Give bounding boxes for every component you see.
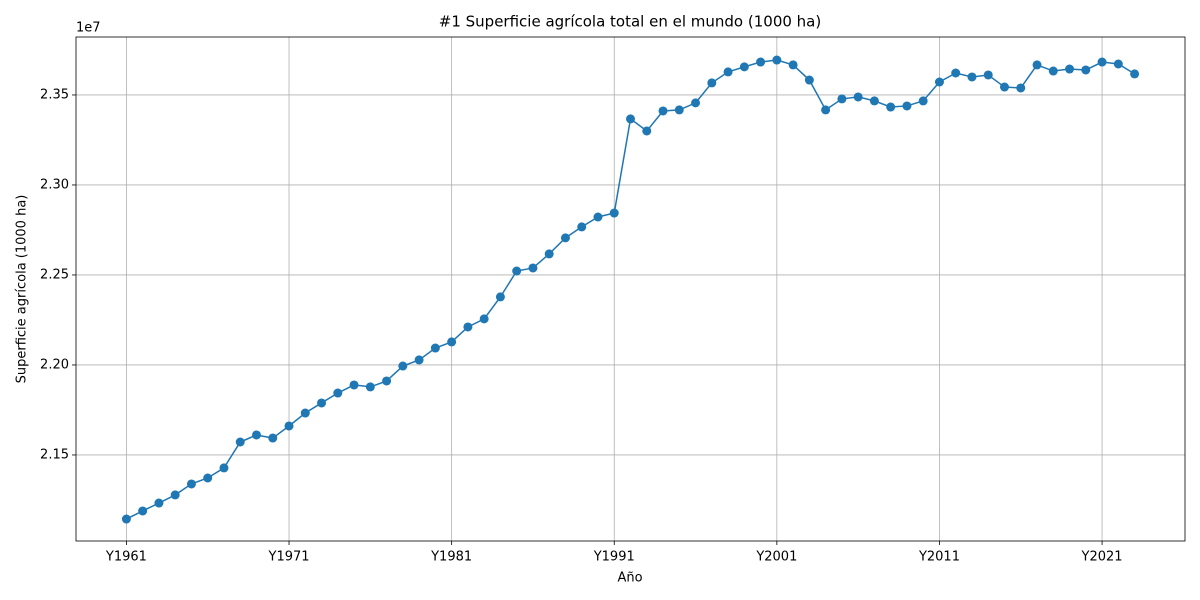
data-point bbox=[739, 62, 749, 72]
x-tick-label: Y1961 bbox=[105, 550, 147, 565]
x-axis-label: Año bbox=[617, 571, 642, 586]
data-point bbox=[268, 433, 278, 443]
x-tick-label: Y1971 bbox=[268, 550, 310, 565]
data-point bbox=[121, 514, 131, 524]
y-tick-label: 2.25 bbox=[40, 267, 69, 282]
data-point bbox=[886, 102, 896, 112]
data-point bbox=[951, 68, 961, 78]
data-point bbox=[512, 266, 522, 276]
data-point bbox=[251, 430, 261, 440]
data-point bbox=[1016, 83, 1026, 93]
y-axis-label: Superficie agrícola (1000 ha) bbox=[15, 195, 30, 384]
data-point bbox=[479, 314, 489, 324]
data-point bbox=[674, 105, 684, 115]
data-point bbox=[203, 473, 213, 483]
data-point bbox=[219, 463, 229, 473]
y-tick-label: 2.20 bbox=[40, 357, 69, 372]
x-tick-label: Y2001 bbox=[755, 550, 797, 565]
data-point bbox=[691, 98, 701, 108]
y-offset-label: 1e7 bbox=[76, 21, 101, 36]
data-point bbox=[447, 337, 457, 347]
y-tick-label: 2.30 bbox=[40, 177, 69, 192]
data-point bbox=[983, 70, 993, 80]
data-point bbox=[414, 355, 424, 365]
data-line bbox=[126, 59, 1135, 520]
data-point bbox=[528, 263, 538, 273]
data-point bbox=[934, 77, 944, 87]
data-point bbox=[707, 78, 717, 88]
data-point bbox=[1113, 59, 1123, 69]
data-point bbox=[642, 126, 652, 136]
data-point bbox=[398, 361, 408, 371]
data-point bbox=[593, 212, 603, 222]
data-point bbox=[365, 382, 375, 392]
data-point bbox=[967, 72, 977, 82]
data-point bbox=[1065, 64, 1075, 74]
data-point bbox=[138, 506, 148, 516]
data-point bbox=[1081, 65, 1091, 75]
data-point bbox=[382, 376, 392, 386]
data-point bbox=[544, 249, 554, 259]
data-point bbox=[300, 408, 310, 418]
data-point bbox=[821, 105, 831, 115]
x-tick-label: Y2021 bbox=[1081, 550, 1123, 565]
data-point bbox=[902, 101, 912, 111]
data-point bbox=[186, 479, 196, 489]
x-tick-label: Y1981 bbox=[430, 550, 472, 565]
data-point bbox=[1130, 69, 1140, 79]
data-point bbox=[349, 380, 359, 390]
data-point bbox=[658, 106, 668, 116]
data-point bbox=[626, 114, 635, 124]
data-point bbox=[1000, 82, 1010, 92]
x-tick-label: Y1991 bbox=[593, 550, 635, 565]
data-point bbox=[772, 55, 782, 65]
data-point bbox=[1097, 57, 1107, 67]
x-tick-label: Y2011 bbox=[918, 550, 960, 565]
y-tick-label: 2.35 bbox=[40, 87, 69, 102]
data-point bbox=[788, 60, 798, 70]
data-point bbox=[430, 343, 440, 353]
data-point bbox=[609, 208, 619, 218]
data-point bbox=[317, 398, 327, 408]
data-point bbox=[1048, 66, 1058, 76]
data-point bbox=[577, 222, 587, 232]
data-point bbox=[723, 67, 733, 77]
data-point bbox=[154, 498, 164, 508]
data-point bbox=[756, 57, 766, 67]
y-tick-label: 2.15 bbox=[40, 447, 69, 462]
data-point bbox=[170, 490, 180, 500]
data-point bbox=[918, 96, 928, 106]
plot-frame bbox=[75, 36, 1186, 542]
data-point bbox=[333, 388, 343, 398]
data-point bbox=[284, 421, 294, 431]
data-point bbox=[560, 233, 570, 243]
data-point bbox=[869, 96, 879, 106]
chart-title: #1 Superficie agrícola total en el mundo… bbox=[439, 13, 821, 31]
data-point bbox=[463, 322, 473, 332]
data-point bbox=[837, 94, 847, 104]
data-point bbox=[495, 292, 505, 302]
data-point bbox=[1032, 60, 1042, 70]
data-point bbox=[235, 437, 245, 447]
data-point bbox=[804, 75, 814, 85]
data-point bbox=[853, 92, 863, 102]
